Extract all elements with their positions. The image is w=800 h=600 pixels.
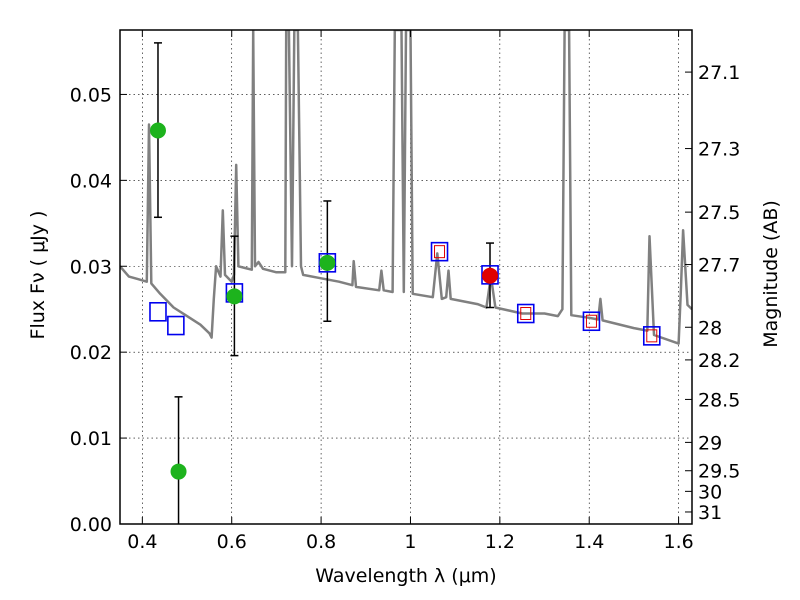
y-axis-label: Flux Fν ( μJy ) [27, 211, 49, 340]
model-square [430, 241, 449, 262]
right-tick-label: 27.3 [698, 139, 740, 161]
markers [149, 122, 661, 480]
y-tick-label: 0.00 [70, 514, 112, 536]
model-spectrum [120, 30, 692, 345]
y-tick-label: 0.05 [70, 84, 112, 106]
right-tick-label: 28 [698, 317, 722, 339]
x-axis-label: Wavelength λ (μm) [315, 565, 496, 587]
observed-point [319, 254, 336, 271]
y-tick-label: 0.04 [70, 170, 112, 192]
plot-frame [119, 29, 693, 525]
y-tick-label: 0.01 [70, 428, 112, 450]
x-tick-label: 0.8 [306, 531, 336, 553]
model-square [516, 303, 535, 324]
spectrum-line [120, 30, 692, 345]
model-square [149, 301, 167, 322]
error-bars [153, 42, 495, 524]
right-tick-label: 28.5 [698, 389, 740, 411]
observed-point [170, 463, 187, 480]
x-tick-label: 1.6 [663, 531, 693, 553]
right-axis-label: Magnitude (AB) [760, 200, 782, 348]
right-tick-label: 29.5 [698, 461, 740, 483]
x-tick-label: 0.6 [217, 531, 247, 553]
model-square [481, 265, 499, 285]
model-square [642, 326, 661, 346]
x-tick-label: 1.2 [485, 531, 515, 553]
model-inner-square [434, 245, 446, 259]
model-inner-square [520, 307, 532, 321]
right-tick-label: 28.2 [698, 350, 740, 372]
observed-point [226, 288, 243, 305]
right-tick-label: 29 [698, 432, 722, 454]
right-tick-label: 31 [698, 502, 722, 524]
model-square [167, 315, 185, 336]
right-tick-label: 27.1 [698, 62, 740, 84]
x-tick-label: 1.4 [574, 531, 604, 553]
y-tick-label: 0.03 [70, 256, 112, 278]
right-tick-label: 30 [698, 481, 722, 503]
model-inner-square [646, 329, 658, 343]
x-tick-label: 1 [404, 531, 416, 553]
ticks: 0.4 0.6 0.8 1 1.2 1.4 1.6 0.00 0.01 0.02 0.03 0.04 0… [70, 30, 740, 553]
right-tick-label: 27.5 [698, 202, 740, 224]
highlighted-point [482, 267, 499, 284]
observed-point [149, 122, 166, 139]
x-tick-label: 0.4 [127, 531, 157, 553]
model-inner-square [585, 314, 597, 328]
right-tick-label: 27.7 [698, 255, 740, 277]
y-tick-label: 0.02 [70, 342, 112, 364]
model-square [582, 311, 601, 332]
